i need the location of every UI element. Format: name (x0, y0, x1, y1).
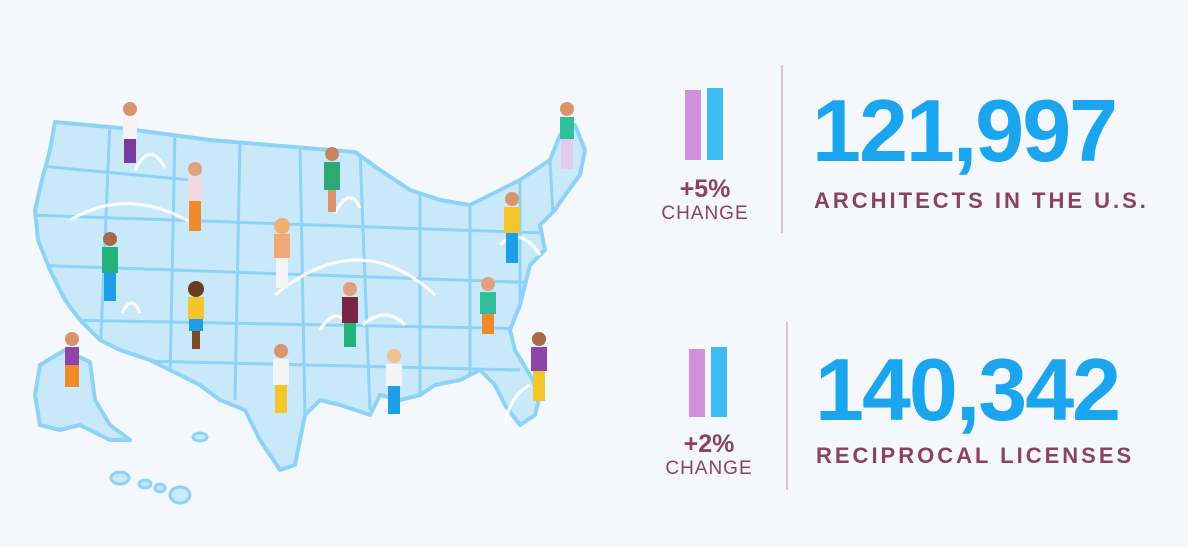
growth-bars-icon (685, 347, 733, 417)
change-percent: +5% (679, 175, 731, 203)
person-figure (386, 349, 402, 414)
person-figure (342, 282, 358, 347)
change-label: CHANGE (665, 458, 753, 479)
bar-right (711, 347, 727, 417)
stat-architects: +5% CHANGE 121,997 ARCHITECTS IN THE U.S… (640, 65, 1188, 290)
hawaii (109, 431, 209, 505)
bar-right (707, 88, 723, 160)
change-label: CHANGE (661, 203, 749, 224)
alaska (33, 348, 132, 442)
person-figure (188, 281, 204, 349)
person-figure (123, 102, 137, 163)
connection-arcs (69, 153, 542, 426)
us-mainland (33, 120, 587, 472)
person-figure (65, 332, 79, 387)
person-figure (102, 232, 118, 301)
architects-label: ARCHITECTS IN THE U.S. (814, 188, 1149, 213)
divider (786, 322, 788, 490)
change-percent: +2% (683, 430, 735, 458)
stat-reciprocal-licenses: +2% CHANGE 140,342 RECIPROCAL LICENSES (640, 322, 1188, 547)
person-figure (188, 162, 202, 231)
reciprocal-licenses-label: RECIPROCAL LICENSES (816, 443, 1135, 468)
us-map-illustration (33, 102, 587, 505)
person-figure (504, 192, 520, 263)
growth-bars-icon (685, 88, 733, 160)
divider (781, 65, 783, 233)
person-figure (560, 102, 574, 169)
people-figures (65, 102, 574, 414)
person-figure (480, 277, 496, 334)
bar-left (685, 90, 701, 160)
person-figure (531, 332, 547, 401)
bar-left (689, 349, 705, 417)
person-figure (324, 147, 340, 212)
person-figure (274, 218, 290, 288)
architects-count: 121,997 (812, 81, 1118, 180)
reciprocal-licenses-count: 140,342 (815, 340, 1121, 439)
person-figure (273, 344, 289, 413)
